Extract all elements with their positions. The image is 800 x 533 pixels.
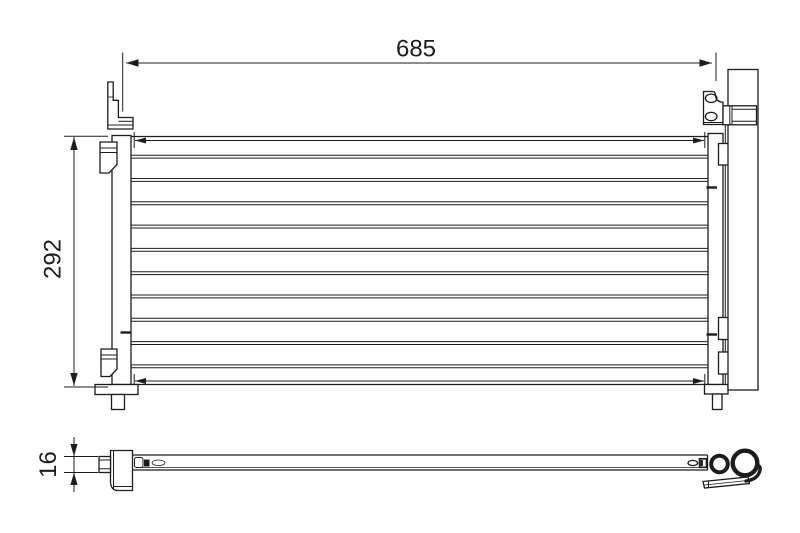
bracket-hole-lower <box>704 111 718 122</box>
right-mount-pin <box>711 393 723 411</box>
dimension-depth-label: 16 <box>35 451 62 478</box>
top-right-mounting-bracket <box>702 90 758 126</box>
side-clip <box>134 457 144 468</box>
side-left-end-block <box>98 449 166 492</box>
left-clip-top <box>99 141 118 174</box>
front-view <box>94 68 759 411</box>
dimension-width-label: 685 <box>396 36 436 63</box>
left-foot <box>94 383 139 396</box>
left-clip-bottom <box>100 348 118 378</box>
side-left-connector <box>98 455 112 474</box>
pipe-fitting-large <box>730 448 760 478</box>
right-foot <box>703 383 729 395</box>
core-tubes <box>131 154 708 369</box>
core-reference-line-top <box>133 132 706 148</box>
pipe-clamp-strap <box>702 463 762 489</box>
side-slot-right <box>687 459 699 467</box>
bracket-hole-upper <box>704 93 718 104</box>
core-reference-line-bottom <box>133 374 706 389</box>
side-view <box>98 448 762 492</box>
core-edges <box>131 135 708 386</box>
left-tank <box>94 134 139 411</box>
left-mount-pin <box>110 393 126 411</box>
side-right-end-fittings <box>687 448 762 489</box>
dimension-height-label: 292 <box>40 239 67 279</box>
top-left-mounting-bracket <box>107 81 134 130</box>
side-slot <box>151 459 166 466</box>
bracket-connector-box <box>722 105 758 126</box>
side-plug-right <box>698 457 708 469</box>
pipe-fitting-small <box>709 453 730 475</box>
dimension-height: 292 <box>40 135 108 388</box>
side-bar <box>130 454 709 471</box>
side-plug <box>144 459 150 467</box>
dimension-width: 685 <box>122 36 717 112</box>
dimension-depth: 16 <box>35 437 98 492</box>
